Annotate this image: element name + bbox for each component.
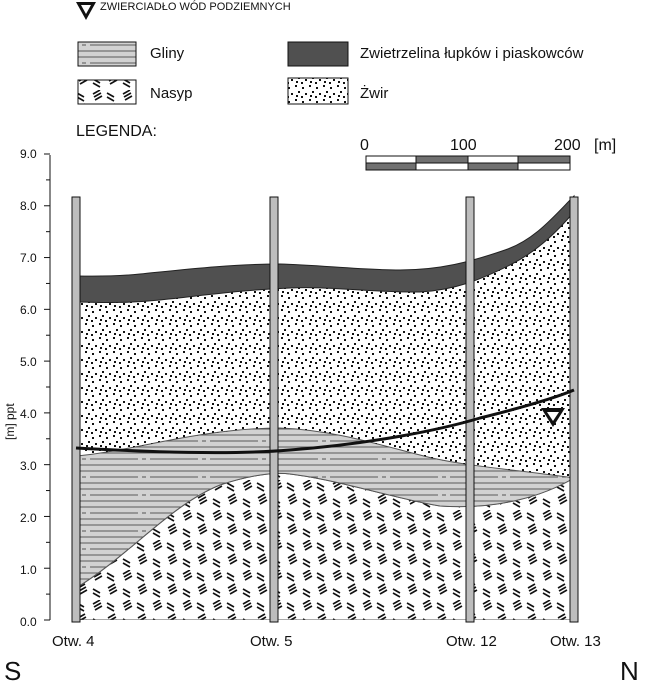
y-tick-label: 5.0 bbox=[20, 355, 37, 369]
borehole-label-otw5: Otw. 5 bbox=[250, 633, 293, 650]
borehole-labels: Otw. 4 Otw. 5 Otw. 12 Otw. 13 bbox=[52, 633, 601, 650]
borehole-otw4 bbox=[71, 196, 81, 623]
scale-bar: 0 100 200 [m] bbox=[360, 137, 616, 171]
clay-swatch bbox=[77, 41, 137, 67]
fill-swatch bbox=[77, 79, 137, 105]
legend-water-table: ZWIERCIADŁO WÓD PODZIEMNYCH bbox=[76, 0, 291, 20]
borehole-otw12 bbox=[465, 196, 475, 623]
y-tick-label: 4.0 bbox=[20, 407, 37, 421]
legend-water-table-label: ZWIERCIADŁO WÓD PODZIEMNYCH bbox=[100, 0, 291, 13]
y-tick-label: 7.0 bbox=[20, 251, 37, 265]
y-tick-label: 9.0 bbox=[20, 147, 37, 161]
gravel-layer bbox=[76, 212, 574, 478]
borehole-otw13 bbox=[569, 196, 579, 623]
water-table-line bbox=[75, 388, 575, 455]
gravel-swatch bbox=[287, 77, 349, 105]
borehole-label-otw4: Otw. 4 bbox=[52, 633, 95, 650]
legend-weathered-label: Zwietrzelina łupków i piaskowców bbox=[360, 45, 584, 62]
boreholes bbox=[71, 196, 579, 623]
legend-clay-label: Gliny bbox=[150, 45, 185, 62]
borehole-label-otw12: Otw. 12 bbox=[446, 633, 497, 650]
legend: Gliny Nasyp Zwietrzelina łupków i piasko… bbox=[76, 41, 584, 140]
y-tick-label: 3.0 bbox=[20, 459, 37, 473]
legend-fill-label: Nasyp bbox=[150, 85, 193, 102]
section-layers bbox=[76, 194, 576, 620]
scale-tick-100: 100 bbox=[450, 137, 477, 154]
legend-title: LEGENDA: bbox=[76, 123, 157, 140]
y-tick-label: 6.0 bbox=[20, 303, 37, 317]
legend-gravel-label: Żwir bbox=[360, 84, 388, 102]
borehole-otw5 bbox=[269, 196, 279, 623]
y-axis: 9.0 8.0 7.0 6.0 5.0 4.0 3.0 2.0 1.0 0.0 … bbox=[3, 147, 51, 629]
y-tick-label: 2.0 bbox=[20, 511, 37, 525]
borehole-label-otw13: Otw. 13 bbox=[550, 633, 601, 650]
y-tick-label: 8.0 bbox=[20, 199, 37, 213]
scale-unit: [m] bbox=[594, 137, 616, 154]
weathered-swatch bbox=[287, 41, 349, 67]
water-table-marker-icon bbox=[541, 408, 565, 427]
y-axis-label: [m] ppt bbox=[3, 403, 17, 440]
direction-north: N bbox=[620, 656, 639, 682]
direction-south: S bbox=[4, 656, 21, 682]
scale-tick-0: 0 bbox=[360, 137, 369, 154]
y-tick-label: 1.0 bbox=[20, 563, 37, 577]
y-tick-label: 0.0 bbox=[20, 615, 37, 629]
scale-tick-200: 200 bbox=[554, 137, 581, 154]
